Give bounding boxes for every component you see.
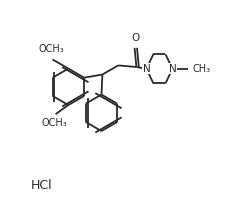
Text: CH₃: CH₃: [192, 64, 211, 74]
Text: O: O: [132, 33, 140, 43]
Text: N: N: [143, 64, 150, 74]
Text: OCH₃: OCH₃: [42, 118, 67, 128]
Text: N: N: [169, 64, 176, 74]
Text: HCl: HCl: [31, 178, 52, 192]
Text: OCH₃: OCH₃: [39, 44, 64, 54]
